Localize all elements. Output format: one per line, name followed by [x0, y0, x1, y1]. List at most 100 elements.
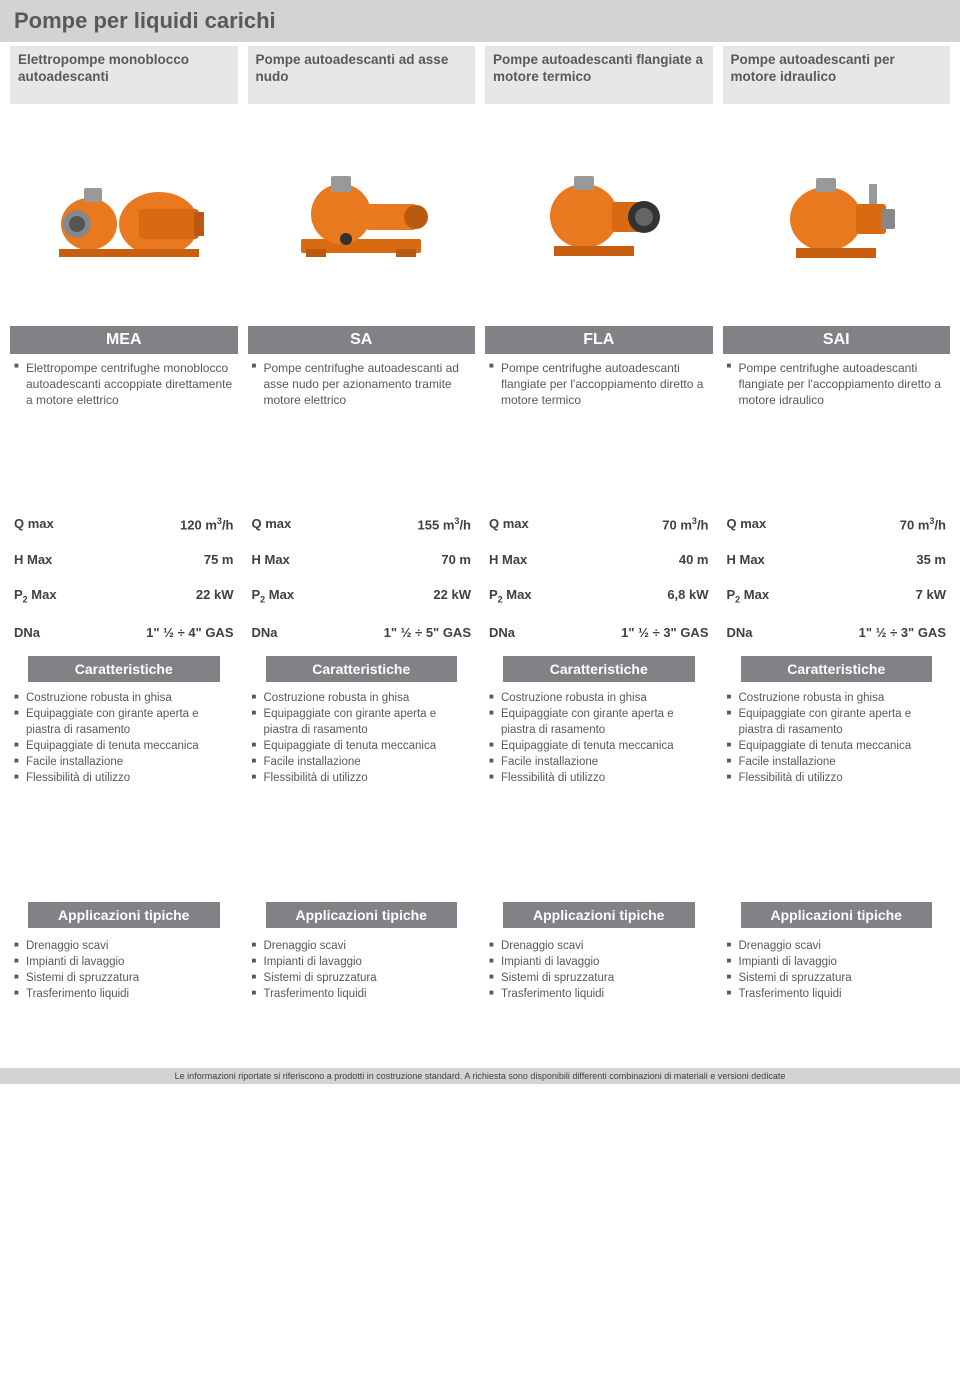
product-image	[485, 104, 713, 324]
spec-line: P2 Max22 kW	[10, 577, 238, 615]
list-item: Facile installazione	[489, 754, 709, 770]
product-specs: Q max155 m3/h H Max 70 m P2 Max 22 kW DNa 1" ½…	[248, 506, 476, 650]
spec-line: Q max155 m3/h	[248, 506, 476, 542]
spec-label: P2 Max	[489, 587, 532, 605]
spec-value: 7 kW	[916, 587, 946, 605]
spec-line: DNa1" ½ ÷ 3" GAS	[723, 615, 951, 650]
list-item: Flessibilità di utilizzo	[489, 770, 709, 786]
spec-label: Q max	[489, 516, 529, 532]
list-item: Costruzione robusta in ghisa	[489, 690, 709, 706]
list-item: Elettropompe centrifughe monoblocco auto…	[14, 360, 234, 409]
applications-badge: Applicazioni tipiche	[266, 902, 458, 928]
spec-line: DNa 1" ½ ÷ 5" GAS	[248, 615, 476, 650]
spec-label: H Max	[489, 552, 527, 567]
spec-line: DNa 1" ½ ÷ 3" GAS	[485, 615, 713, 650]
list-item: Costruzione robusta in ghisa	[727, 690, 947, 706]
list-item: Costruzione robusta in ghisa	[14, 690, 234, 706]
spec-line: P2 Max 6,8 kW	[485, 577, 713, 615]
list-item: Trasferimento liquidi	[727, 986, 947, 1002]
list-item: Facile installazione	[252, 754, 472, 770]
features-badge: Caratteristiche	[28, 656, 220, 682]
spec-line: DNa1" ½ ÷ 4" GAS	[10, 615, 238, 650]
list-item: Equipaggiate di tenuta meccanica	[727, 738, 947, 754]
spec-line: P2 Max 22 kW	[248, 577, 476, 615]
spec-label: H Max	[252, 552, 290, 567]
spec-label: P2 Max	[252, 587, 295, 605]
applications-badge: Applicazioni tipiche	[28, 902, 220, 928]
list-item: Drenaggio scavi	[252, 938, 472, 954]
spec-label: H Max	[727, 552, 765, 567]
image-row	[0, 104, 960, 324]
product-code: SAI	[723, 326, 951, 354]
features-badge-row: Caratteristiche Caratteristiche Caratter…	[0, 656, 960, 682]
spec-line: Q max 70 m3/h	[723, 506, 951, 542]
list-item: Sistemi di spruzzatura	[489, 970, 709, 986]
list-item: Sistemi di spruzzatura	[252, 970, 472, 986]
list-item: Pompe centrifughe autoadescanti ad asse …	[252, 360, 472, 409]
list-item: Sistemi di spruzzatura	[14, 970, 234, 986]
spec-value: 22 kW	[196, 587, 234, 605]
spec-value: 70 m3/h	[662, 516, 708, 532]
list-item: Equipaggiate di tenuta meccanica	[14, 738, 234, 754]
spec-label: H Max	[14, 552, 52, 567]
spec-value: 120 m3/h	[180, 516, 233, 532]
spec-label: P2 Max	[727, 587, 770, 605]
product-features: Costruzione robusta in ghisaEquipaggiate…	[485, 686, 713, 896]
features-row: Costruzione robusta in ghisaEquipaggiate…	[0, 686, 960, 896]
product-subtitle: Pompe autoadescanti per motore idraulico	[723, 46, 951, 104]
product-description: Pompe centrifughe autoadescanti ad asse …	[248, 354, 476, 504]
product-description: Pompe centrifughe autoadescanti flangiat…	[485, 354, 713, 504]
features-badge: Caratteristiche	[741, 656, 933, 682]
spec-line: Q max120 m3/h	[10, 506, 238, 542]
spec-label: Q max	[727, 516, 767, 532]
spec-row: Q max120 m3/hH Max75 mP2 Max22 kWDNa1" ½…	[0, 506, 960, 650]
spec-value: 155 m3/h	[418, 516, 471, 532]
spec-line: Q max 70 m3/h	[485, 506, 713, 542]
spec-value: 70 m	[441, 552, 471, 567]
list-item: Trasferimento liquidi	[14, 986, 234, 1002]
spec-line: H Max35 m	[723, 542, 951, 577]
description-row: Elettropompe centrifughe monoblocco auto…	[0, 354, 960, 504]
list-item: Equipaggiate con girante aperta e piastr…	[489, 706, 709, 738]
product-image	[10, 104, 238, 324]
list-item: Equipaggiate con girante aperta e piastr…	[727, 706, 947, 738]
spec-label: DNa	[252, 625, 278, 640]
applications-badge-row: Applicazioni tipiche Applicazioni tipich…	[0, 902, 960, 928]
product-description: Pompe centrifughe autoadescanti flangiat…	[723, 354, 951, 504]
product-subtitle: Elettropompe monoblocco autoadescanti	[10, 46, 238, 104]
spec-value: 70 m3/h	[900, 516, 946, 532]
product-features: Costruzione robusta in ghisa Equipaggiate…	[10, 686, 238, 896]
spec-line: H Max 40 m	[485, 542, 713, 577]
list-item: Sistemi di spruzzatura	[727, 970, 947, 986]
product-applications: Drenaggio scaviImpianti di lavaggioSiste…	[485, 934, 713, 1064]
list-item: Trasferimento liquidi	[489, 986, 709, 1002]
list-item: Flessibilità di utilizzo	[727, 770, 947, 786]
product-applications: Drenaggio scaviImpianti di lavaggioSiste…	[723, 934, 951, 1064]
subtitle-row: Elettropompe monoblocco autoadescanti Po…	[0, 46, 960, 104]
pump-icon	[276, 154, 446, 274]
spec-line: H Max 70 m	[248, 542, 476, 577]
product-specs: Q max120 m3/hH Max75 mP2 Max22 kWDNa1" ½…	[10, 506, 238, 650]
spec-value: 22 kW	[433, 587, 471, 605]
pump-icon	[751, 154, 921, 274]
list-item: Equipaggiate con girante aperta e piastr…	[252, 706, 472, 738]
product-subtitle: Pompe autoadescanti flangiate a motore t…	[485, 46, 713, 104]
spec-line: H Max75 m	[10, 542, 238, 577]
list-item: Pompe centrifughe autoadescanti flangiat…	[727, 360, 947, 409]
applications-badge: Applicazioni tipiche	[503, 902, 695, 928]
spec-label: DNa	[489, 625, 515, 640]
product-applications: Drenaggio scaviImpianti di lavaggioSiste…	[248, 934, 476, 1064]
list-item: Equipaggiate di tenuta meccanica	[489, 738, 709, 754]
footer-note: Le informazioni riportate si riferiscono…	[0, 1068, 960, 1084]
list-item: Facile installazione	[14, 754, 234, 770]
pump-icon	[39, 154, 209, 274]
list-item: Flessibilità di utilizzo	[252, 770, 472, 786]
product-features: Costruzione robusta in ghisaEquipaggiate…	[723, 686, 951, 896]
spec-value: 40 m	[679, 552, 709, 567]
list-item: Equipaggiate di tenuta meccanica	[252, 738, 472, 754]
spec-value: 1" ½ ÷ 5" GAS	[384, 625, 471, 640]
features-badge: Caratteristiche	[266, 656, 458, 682]
spec-value: 6,8 kW	[667, 587, 708, 605]
list-item: Costruzione robusta in ghisa	[252, 690, 472, 706]
spec-value: 1" ½ ÷ 3" GAS	[621, 625, 708, 640]
